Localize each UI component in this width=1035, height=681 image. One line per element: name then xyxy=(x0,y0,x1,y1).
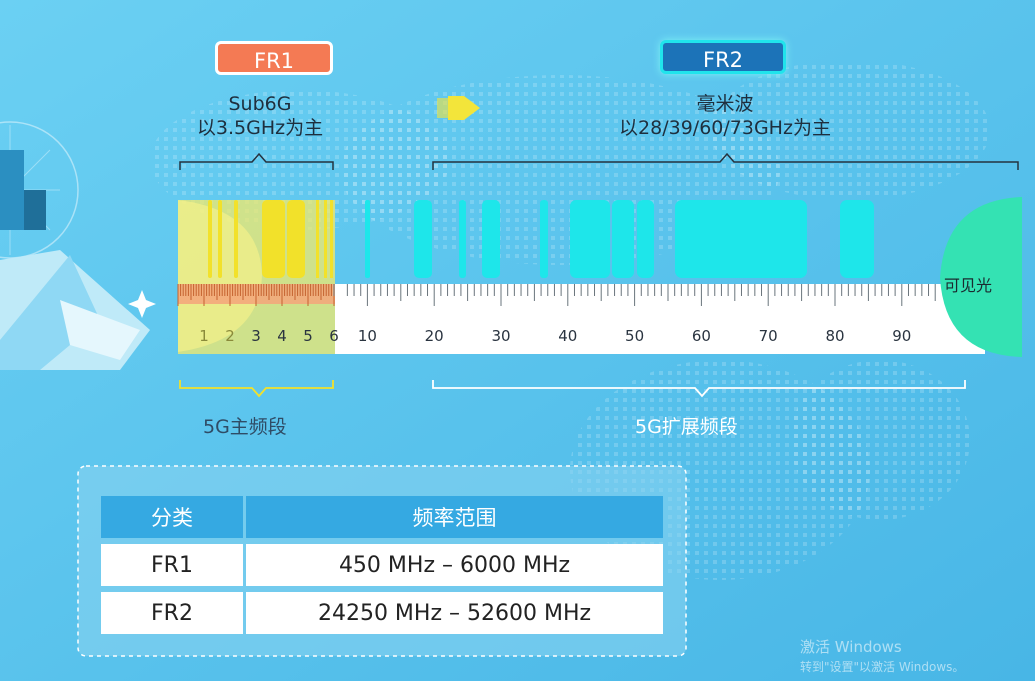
ruler-tick-label: 30 xyxy=(491,327,511,345)
table-row: FR1 450 MHz – 6000 MHz xyxy=(101,544,663,586)
fr1-band-label: 5G主频段 xyxy=(203,416,287,438)
ruler-tick-label: 90 xyxy=(892,327,912,345)
fr1-caption-line1: Sub6G xyxy=(228,93,292,115)
fr2-caption: 毫米波 以28/39/60/73GHz为主 xyxy=(570,92,880,140)
fr1-bars xyxy=(208,200,333,278)
ruler-tick-label: 1 xyxy=(199,327,209,345)
frequency-table: 分类 频率范围 FR1 450 MHz – 6000 MHz FR2 24250… xyxy=(98,490,666,640)
fr1-bar xyxy=(316,200,319,278)
fr2-bar xyxy=(612,200,634,278)
ruler-tick-label: 70 xyxy=(758,327,778,345)
fr1-bar xyxy=(330,200,333,278)
ruler-tick-label: 3 xyxy=(251,327,261,345)
fr1-caption: Sub6G 以3.5GHz为主 xyxy=(170,92,350,140)
sparkle-icon xyxy=(128,290,156,318)
visible-light-zone xyxy=(940,197,1022,357)
fr2-bar xyxy=(570,200,610,278)
ruler-tick-label: 60 xyxy=(691,327,711,345)
fr2-bar xyxy=(675,200,807,278)
world-map-dots xyxy=(150,60,990,580)
table-cell-category: FR2 xyxy=(101,592,243,634)
fr2-caption-line2: 以28/39/60/73GHz为主 xyxy=(619,117,831,139)
table-header-row: 分类 频率范围 xyxy=(101,496,663,538)
table-header-range: 频率范围 xyxy=(246,496,663,538)
fr2-bar xyxy=(459,200,466,278)
ruler-body xyxy=(335,284,985,354)
ruler-tick-label: 5 xyxy=(303,327,313,345)
ruler-ticks xyxy=(177,284,936,306)
fr1-caption-line2: 以3.5GHz为主 xyxy=(196,117,324,139)
fr2-bar xyxy=(540,200,548,278)
fr2-band-label: 5G扩展频段 xyxy=(635,416,738,438)
fr1-bar xyxy=(324,200,327,278)
fr2-bar xyxy=(482,200,500,278)
ruler-tick-label: 10 xyxy=(357,327,377,345)
fr1-bar xyxy=(287,200,305,278)
visible-light-label: 可见光 xyxy=(944,276,993,295)
windows-watermark-line1: 激活 Windows xyxy=(800,638,902,656)
fr1-bar xyxy=(208,200,212,278)
fr1-badge: FR1 xyxy=(215,41,333,75)
fr2-badge: FR2 xyxy=(660,40,786,74)
windows-watermark-line2: 转到"设置"以激活 Windows。 xyxy=(800,660,965,674)
ruler-tick-label: 20 xyxy=(424,327,444,345)
fr2-bar xyxy=(637,200,654,278)
table-cell-range: 24250 MHz – 52600 MHz xyxy=(246,592,663,634)
fr2-bottom-brace xyxy=(432,380,966,398)
table-cell-category: FR1 xyxy=(101,544,243,586)
fr2-bar xyxy=(414,200,432,278)
fr2-top-brace xyxy=(432,152,1019,170)
ruler-tick-label: 2 xyxy=(225,327,235,345)
ruler-tick-label: 40 xyxy=(558,327,578,345)
ruler-tick-label: 6 xyxy=(329,327,339,345)
fr1-bar xyxy=(218,200,222,278)
fr2-bar xyxy=(840,200,874,278)
decorative-city-icon xyxy=(0,121,156,370)
fr1-bar xyxy=(262,200,285,278)
table-cell-range: 450 MHz – 6000 MHz xyxy=(246,544,663,586)
fr1-top-brace xyxy=(179,152,334,170)
fr2-bars xyxy=(365,200,874,278)
ruler-tick-label: 4 xyxy=(277,327,287,345)
table-row: FR2 24250 MHz – 52600 MHz xyxy=(101,592,663,634)
fr2-caption-line1: 毫米波 xyxy=(696,93,754,115)
arrow-right-icon xyxy=(437,96,480,120)
ruler-tick-label: 80 xyxy=(825,327,845,345)
fr2-bar xyxy=(365,200,370,278)
fr1-bottom-brace xyxy=(179,380,334,398)
fr1-bar xyxy=(234,200,238,278)
table-header-category: 分类 xyxy=(101,496,243,538)
ruler-tick-label: 50 xyxy=(625,327,645,345)
